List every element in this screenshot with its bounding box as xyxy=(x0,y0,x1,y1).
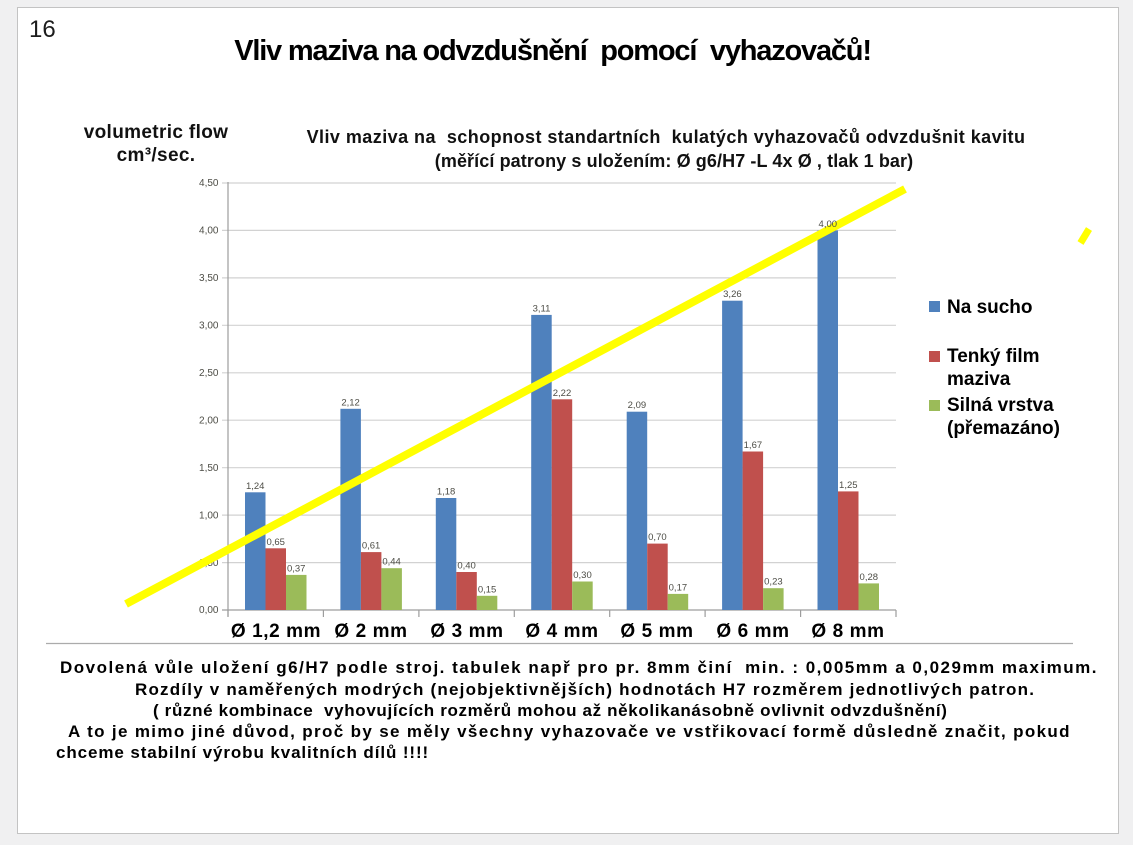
svg-text:3,50: 3,50 xyxy=(199,273,219,284)
svg-text:2,12: 2,12 xyxy=(341,397,360,408)
svg-text:3,26: 3,26 xyxy=(723,289,742,300)
svg-text:4,00: 4,00 xyxy=(819,219,838,230)
svg-text:0,30: 0,30 xyxy=(573,570,592,581)
svg-text:1,67: 1,67 xyxy=(744,440,763,451)
svg-text:2,09: 2,09 xyxy=(628,400,647,411)
svg-text:0,23: 0,23 xyxy=(764,577,783,588)
svg-text:2,22: 2,22 xyxy=(553,388,572,399)
svg-text:4,50: 4,50 xyxy=(199,178,219,189)
svg-text:2,00: 2,00 xyxy=(199,415,219,426)
svg-text:0,44: 0,44 xyxy=(382,557,401,568)
svg-text:4,00: 4,00 xyxy=(199,226,219,237)
svg-text:0,61: 0,61 xyxy=(362,541,381,552)
svg-text:0,15: 0,15 xyxy=(478,584,497,595)
svg-text:3,11: 3,11 xyxy=(533,303,551,314)
svg-text:1,00: 1,00 xyxy=(199,510,219,521)
svg-text:2,50: 2,50 xyxy=(199,368,219,379)
svg-text:0,00: 0,00 xyxy=(199,605,219,616)
svg-text:0,70: 0,70 xyxy=(648,532,667,543)
svg-text:1,18: 1,18 xyxy=(437,487,456,498)
svg-text:0,40: 0,40 xyxy=(457,561,476,572)
svg-text:0,37: 0,37 xyxy=(287,563,306,574)
svg-text:0,17: 0,17 xyxy=(669,582,688,593)
svg-text:0,65: 0,65 xyxy=(266,537,285,548)
svg-text:0,28: 0,28 xyxy=(860,572,879,583)
svg-text:1,25: 1,25 xyxy=(839,480,858,491)
svg-text:1,24: 1,24 xyxy=(246,481,265,492)
svg-text:3,00: 3,00 xyxy=(199,321,219,332)
svg-text:1,50: 1,50 xyxy=(199,463,219,474)
